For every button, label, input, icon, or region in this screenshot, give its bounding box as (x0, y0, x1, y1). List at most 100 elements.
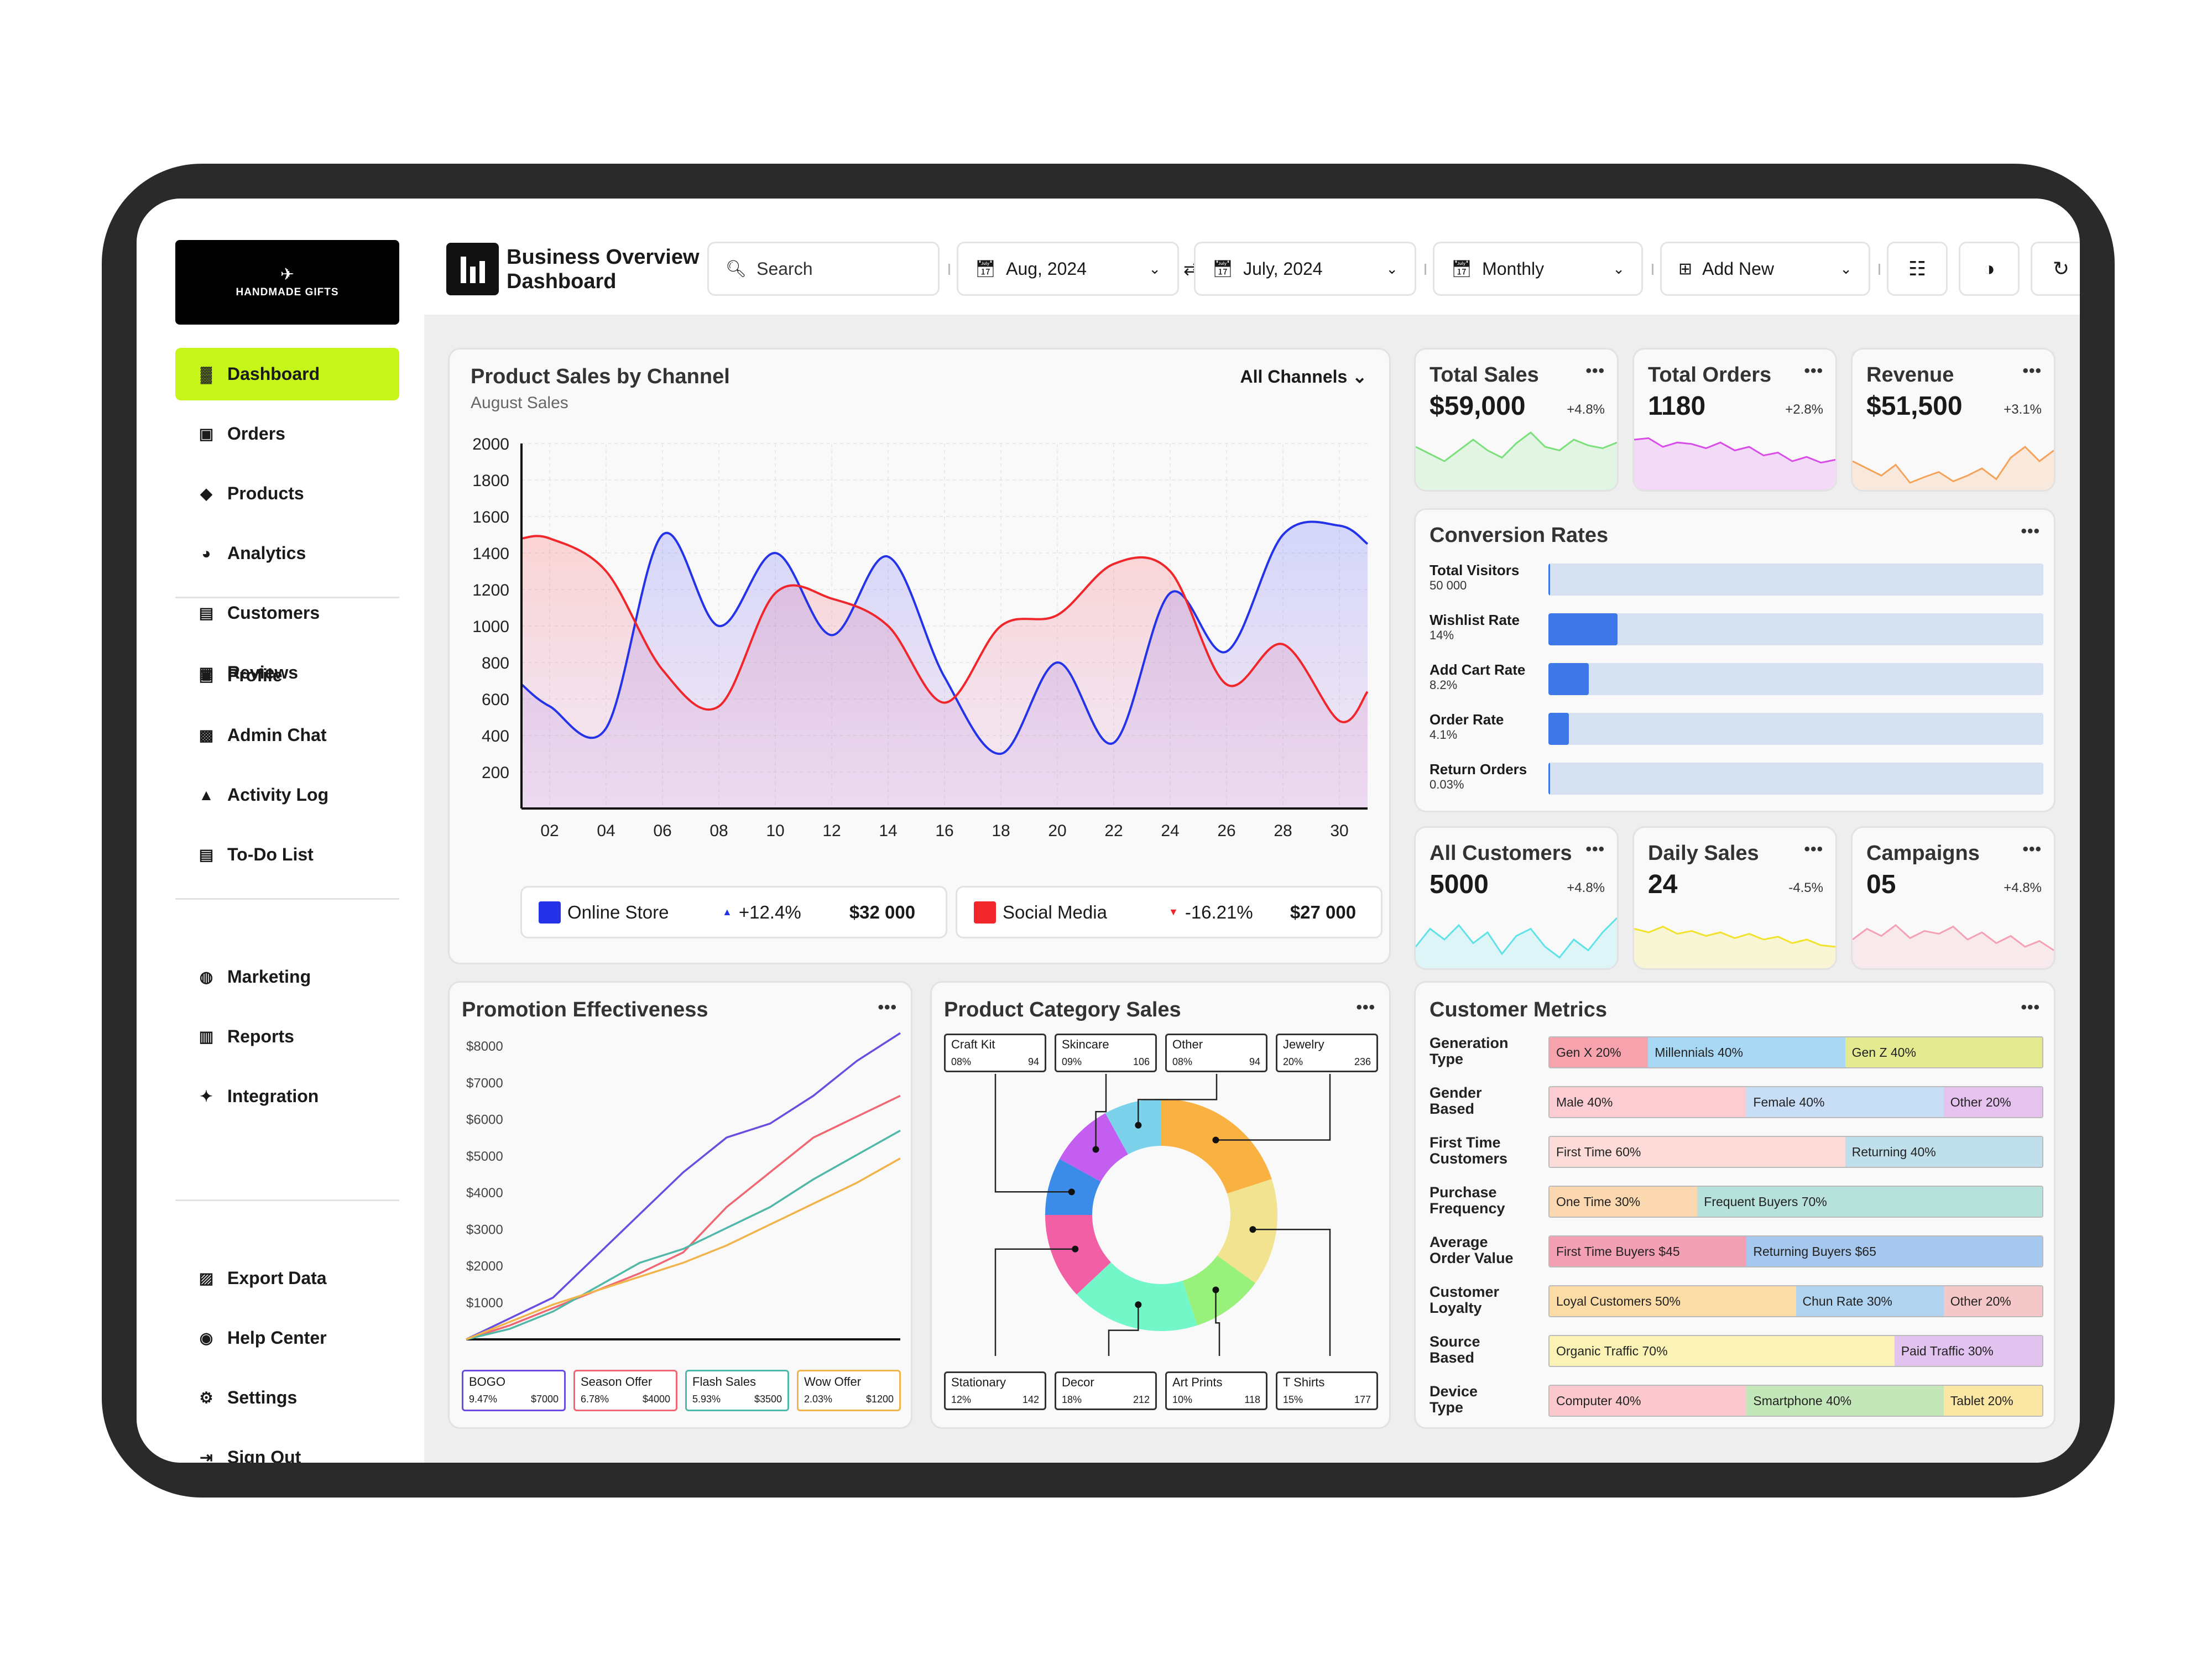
more-options-icon[interactable]: ••• (1804, 362, 1823, 380)
more-options-icon[interactable]: ••• (1356, 998, 1375, 1016)
channel-filter-dropdown[interactable]: All Channels ⌄ (1240, 366, 1367, 387)
social-media-change: -16.21% (1185, 901, 1253, 922)
stat-card-daily-sales[interactable]: Daily Sales ••• 24 -4.5% (1632, 826, 1837, 970)
more-options-icon[interactable]: ••• (1585, 362, 1605, 380)
stat-card-revenue[interactable]: Revenue ••• $51,500 +3.1% (1851, 348, 2056, 492)
metric-stacked-bar[interactable]: Organic Traffic 70% Paid Traffic 30% (1548, 1335, 2043, 1367)
category-label-jewelry[interactable]: Jewelry 20% 236 (1276, 1034, 1378, 1072)
y-tick-label: $7000 (466, 1076, 503, 1091)
sidebar-item-reports[interactable]: ▥ Reports (175, 1010, 399, 1063)
metric-segment[interactable]: First Time 60% (1550, 1137, 1845, 1167)
promo-legend-wow-offer[interactable]: Wow Offer 2.03% $1200 (797, 1370, 901, 1411)
metric-segment[interactable]: Female 40% (1746, 1087, 1944, 1117)
metric-label-line2: Order Value (1430, 1250, 1514, 1266)
legend-online-store[interactable]: Online Store ▲ +12.4% $32 000 (520, 886, 947, 938)
sidebar-item-label: Dashboard (227, 364, 320, 384)
category-label-skincare[interactable]: Skincare 09% 106 (1055, 1034, 1157, 1072)
period-label: Monthly (1482, 258, 1545, 279)
conversion-value: 4.1% (1430, 728, 1458, 742)
metric-segment[interactable]: Other 20% (1943, 1286, 2042, 1316)
sidebar-item-integration[interactable]: ✦ Integration (175, 1070, 399, 1123)
metric-segment[interactable]: First Time Buyers $45 (1550, 1237, 1747, 1266)
more-options-icon[interactable]: ••• (2022, 362, 2042, 380)
refresh-button[interactable]: ↻ (2031, 242, 2080, 296)
sidebar-item-help-center[interactable]: ◉ Help Center (175, 1312, 399, 1364)
metric-segment[interactable]: Loyal Customers 50% (1550, 1286, 1796, 1316)
metric-segment[interactable]: Frequent Buyers 70% (1697, 1187, 2042, 1217)
sidebar-item-reviews[interactable]: ▦ Reviews (175, 646, 399, 699)
sidebar-item-admin-chat[interactable]: ▩ Admin Chat (175, 709, 399, 761)
more-options-icon[interactable]: ••• (878, 998, 897, 1016)
metric-stacked-bar[interactable]: Loyal Customers 50% Chun Rate 30% Other 20… (1548, 1285, 2043, 1317)
metric-stacked-bar[interactable]: First Time 60% Returning 40% (1548, 1136, 2043, 1168)
sales-channel-card: Product Sales by Channel August Sales Al… (448, 348, 1391, 964)
metric-segment[interactable]: Computer 40% (1550, 1386, 1747, 1416)
sidebar-item-dashboard[interactable]: ▓ Dashboard (175, 348, 399, 400)
metric-segment[interactable]: Gen X 20% (1550, 1037, 1648, 1067)
search-input[interactable]: 🔍︎ Search (707, 242, 940, 296)
sidebar-item-activity-log[interactable]: ▲ Activity Log (175, 769, 399, 821)
metric-segment[interactable]: Paid Traffic 30% (1894, 1336, 2042, 1366)
sidebar-item-analytics[interactable]: ◕ Analytics (175, 527, 399, 580)
sidebar-item-products[interactable]: ◆ Products (175, 467, 399, 520)
metric-stacked-bar[interactable]: Male 40% Female 40% Other 20% (1548, 1086, 2043, 1118)
category-label-t-shirts[interactable]: T Shirts 15% 177 (1276, 1371, 1378, 1410)
category-label-other[interactable]: Other 08% 94 (1165, 1034, 1267, 1072)
sidebar-item-customers[interactable]: ▤ Customers (175, 587, 399, 639)
sidebar-item-settings[interactable]: ⚙ Settings (175, 1371, 399, 1424)
metric-segment[interactable]: Returning Buyers $65 (1746, 1237, 2042, 1266)
brand-logo[interactable]: ✈ HANDMADE GIFTS (175, 240, 399, 325)
promo-legend-bogo[interactable]: BOGO 9.47% $7000 (462, 1370, 566, 1411)
category-label-art-prints[interactable]: Art Prints 10% 118 (1165, 1371, 1267, 1410)
legend-social-media[interactable]: Social Media ▼ -16.21% $27 000 (956, 886, 1383, 938)
hands-logo-icon: ✈ (280, 265, 295, 284)
category-label-craft-kit[interactable]: Craft Kit 08% 94 (944, 1034, 1046, 1072)
sidebar-item-marketing[interactable]: ◍ Marketing (175, 951, 399, 1003)
stat-card-all-customers[interactable]: All Customers ••• 5000 +4.8% (1414, 826, 1619, 970)
dark-mode-toggle[interactable]: ◑ (1959, 242, 2020, 296)
metric-segment[interactable]: Gen Z 40% (1845, 1037, 2042, 1067)
stat-card-total-sales[interactable]: Total Sales ••• $59,000 +4.8% (1414, 348, 1619, 492)
more-options-icon[interactable]: ••• (2022, 840, 2042, 858)
more-options-icon[interactable]: ••• (1804, 840, 1823, 858)
sidebar-item-export-data[interactable]: ▨ Export Data (175, 1252, 399, 1305)
metric-segment[interactable]: Organic Traffic 70% (1550, 1336, 1895, 1366)
donut-slice-stationary (1045, 1215, 1111, 1295)
metric-stacked-bar[interactable]: Computer 40% Smartphone 40% Tablet 20% (1548, 1385, 2043, 1417)
promo-legend-season-offer[interactable]: Season Offer 6.78% $4000 (573, 1370, 677, 1411)
metric-segment[interactable]: Smartphone 40% (1746, 1386, 1944, 1416)
sidebar-item-orders[interactable]: ▣ Orders (175, 408, 399, 460)
category-label-stationary[interactable]: Stationary 12% 142 (944, 1371, 1046, 1410)
metric-segment[interactable]: Chun Rate 30% (1796, 1286, 1944, 1316)
stat-card-total-orders[interactable]: Total Orders ••• 1180 +2.8% (1632, 348, 1837, 492)
sidebar-item-to-do-list[interactable]: ▤ To-Do List (175, 828, 399, 881)
more-options-icon[interactable]: ••• (1585, 840, 1605, 858)
metric-stacked-bar[interactable]: Gen X 20% Millennials 40% Gen Z 40% (1548, 1036, 2043, 1068)
promo-percent: 6.78% (581, 1394, 609, 1405)
metric-segment[interactable]: Other 20% (1943, 1087, 2042, 1117)
promo-legend-flash-sales[interactable]: Flash Sales 5.93% $3500 (685, 1370, 789, 1411)
metric-stacked-bar[interactable]: First Time Buyers $45 Returning Buyers $6… (1548, 1235, 2043, 1267)
metric-segment[interactable]: Millennials 40% (1648, 1037, 1845, 1067)
sidebar-item-profile[interactable]: ▣ Profile (175, 649, 399, 702)
date-to-select[interactable]: 📅︎ July, 2024 ⌄ (1194, 242, 1416, 296)
help-icon: ◉ (199, 1329, 213, 1347)
more-options-icon[interactable]: ••• (2021, 998, 2040, 1016)
period-select[interactable]: 📅︎ Monthly ⌄ (1433, 242, 1643, 296)
stat-card-campaigns[interactable]: Campaigns ••• 05 +4.8% (1851, 826, 2056, 970)
metric-segment[interactable]: Tablet 20% (1943, 1386, 2042, 1416)
metric-segment[interactable]: Male 40% (1550, 1087, 1747, 1117)
metric-segment[interactable]: Returning 40% (1845, 1137, 2042, 1167)
more-options-icon[interactable]: ••• (2021, 522, 2040, 540)
gear-icon: ⚙ (199, 1389, 213, 1406)
category-label-decor[interactable]: Decor 18% 212 (1055, 1371, 1157, 1410)
stat-change: +3.1% (2004, 402, 2042, 417)
sidebar-item-sign-out[interactable]: ⇥ Sign Out (175, 1431, 399, 1463)
metric-stacked-bar[interactable]: One Time 30% Frequent Buyers 70% (1548, 1186, 2043, 1218)
metric-segment[interactable]: One Time 30% (1550, 1187, 1698, 1217)
metric-label-line2: Type (1430, 1051, 1464, 1067)
add-new-button[interactable]: ⊞ Add New ⌄ (1660, 242, 1870, 296)
date-from-select[interactable]: 📅︎ Aug, 2024 ⌄ (957, 242, 1179, 296)
notes-icon-button[interactable]: ☷ (1887, 242, 1948, 296)
stat-value: 1180 (1648, 392, 1706, 421)
